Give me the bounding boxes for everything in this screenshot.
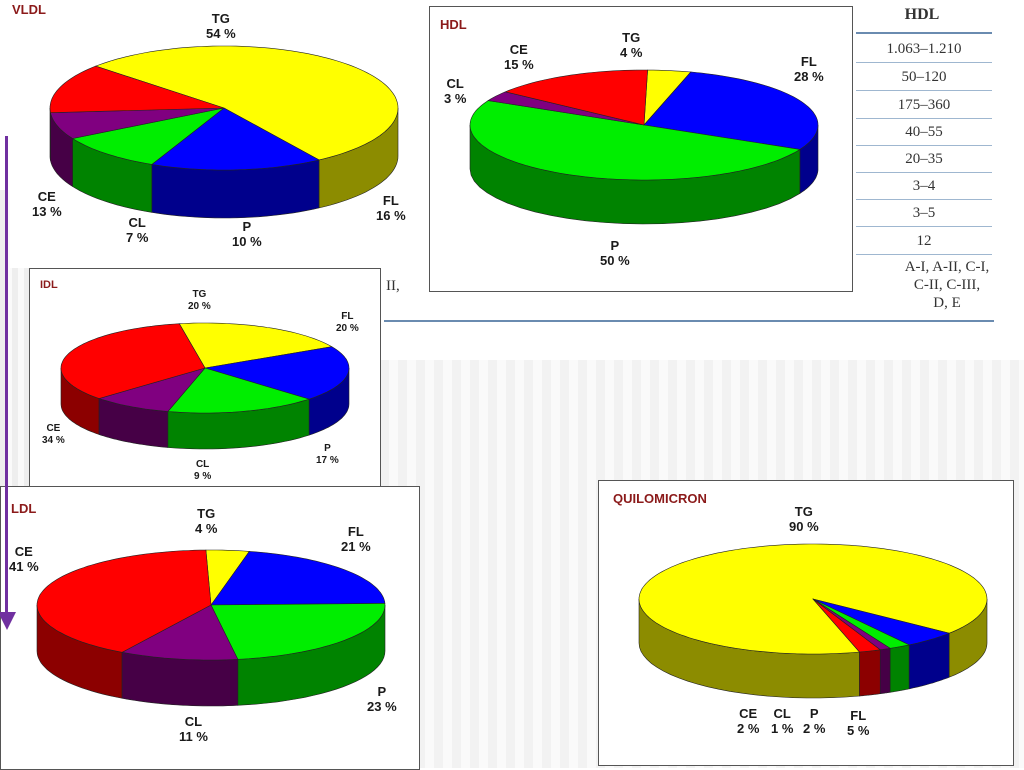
hdl-label-p: P 50 %	[600, 238, 630, 268]
hdl-pie-chart	[469, 69, 819, 225]
vldl-label-cl: CL 7 %	[126, 215, 149, 245]
idl-label-ce: CE 34 %	[42, 423, 65, 446]
apo-line: C-II, C-III,	[913, 277, 981, 293]
pie-slice-ce	[60, 323, 206, 399]
process-arrow-head	[0, 612, 16, 630]
table-fragment-text: II,	[386, 278, 400, 294]
ldl-label-cl: CL 11 %	[179, 714, 208, 744]
quilomicron-label-tg: TG 90 %	[789, 504, 819, 534]
table-cell: 3–4	[856, 173, 992, 200]
idl-label-tg: TG 20 %	[188, 289, 211, 312]
pie-slice-ce	[812, 598, 881, 653]
hdl-chart-title: HDL	[440, 17, 467, 32]
table-cell: 50–120	[856, 64, 992, 91]
quilomicron-pie-chart	[638, 543, 988, 699]
pie-slice-fl	[204, 346, 350, 400]
ldl-pie-chart	[36, 549, 386, 707]
table-cell: 175–360	[856, 92, 992, 119]
pie-slice-ce	[36, 549, 212, 653]
table-rule	[856, 32, 992, 34]
pie-side-ce	[859, 649, 881, 697]
pie-slice-fl	[643, 71, 819, 150]
ldl-chart-title: LDL	[11, 501, 37, 516]
vldl-chart-panel: VLDL TG 54 % FL 16 % P 10 % CL 7 % CE 13 %	[10, 0, 422, 268]
ldl-chart-panel: LDL TG 4 % FL 21 % P 23 % CL 11 % CE 41 %	[0, 486, 420, 770]
idl-pie-chart	[60, 322, 350, 450]
idl-chart-panel: IDL TG 20 % FL 20 % P 17 % CL 9 % CE 34 %	[29, 268, 381, 488]
pie-slice-cl	[98, 367, 206, 412]
idl-label-cl: CL 9 %	[194, 459, 212, 482]
quilomicron-label-ce: CE 2 %	[737, 706, 760, 736]
table-cell: 40–55	[856, 119, 992, 146]
hdl-chart-panel: HDL TG 4 % FL 28 % P 50 % CL 3 % CE 15 %	[429, 6, 853, 292]
vldl-chart-title: VLDL	[12, 2, 46, 17]
ldl-label-ce: CE 41 %	[9, 544, 39, 574]
pie-slice-fl	[812, 598, 951, 646]
apo-line: A-I, A-II, C-I,	[904, 259, 990, 275]
ldl-label-fl: FL 21 %	[341, 524, 371, 554]
vldl-pie-chart	[49, 45, 399, 219]
lipoprotein-table: HDL 1.063–1.210 50–120 175–360 40–55 20–…	[852, 0, 1002, 330]
vldl-label-p: P 10 %	[232, 219, 262, 249]
table-cell-apolipoproteins: A-I, A-II, C-I, C-II, C-III, D, E	[892, 258, 1002, 312]
pie-slice-p	[167, 367, 311, 414]
quilomicron-label-fl: FL 5 %	[847, 708, 870, 738]
table-cell: 12	[856, 228, 992, 255]
pie-slice-fl	[151, 107, 320, 171]
process-arrow-line	[5, 136, 8, 614]
pie-slice-tg	[178, 322, 333, 369]
hdl-label-fl: FL 28 %	[794, 54, 824, 84]
pie-slice-cl	[121, 604, 239, 661]
pie-side-p	[889, 644, 910, 693]
vldl-label-fl: FL 16 %	[376, 193, 406, 223]
idl-chart-title: IDL	[40, 279, 58, 291]
table-cell: 1.063–1.210	[856, 36, 992, 63]
pie-slice-cl	[487, 91, 645, 126]
ldl-label-tg: TG 4 %	[195, 506, 218, 536]
pie-slice-p	[71, 107, 225, 165]
idl-label-fl: FL 20 %	[336, 311, 359, 334]
table-header-hdl: HDL	[904, 6, 940, 23]
hdl-label-tg: TG 4 %	[620, 30, 643, 60]
table-cell: 20–35	[856, 146, 992, 173]
pie-slice-cl	[50, 107, 225, 139]
quilomicron-chart-title: QUILOMICRON	[613, 491, 707, 506]
pie-slice-tg	[643, 69, 692, 126]
pie-slice-p	[469, 100, 801, 181]
quilomicron-label-cl: CL 1 %	[771, 706, 794, 736]
pie-slice-tg	[205, 549, 250, 606]
hdl-label-ce: CE 15 %	[504, 42, 534, 72]
pie-slice-tg	[94, 45, 399, 161]
vldl-label-tg: TG 54 %	[206, 11, 236, 41]
hdl-label-cl: CL 3 %	[444, 76, 467, 106]
vldl-label-ce: CE 13 %	[32, 189, 62, 219]
table-cell: 3–5	[856, 200, 992, 227]
pie-slice-ce	[49, 65, 225, 114]
pie-slice-ce	[504, 69, 648, 126]
ldl-label-p: P 23 %	[367, 684, 397, 714]
idl-label-p: P 17 %	[316, 443, 339, 466]
pie-slice-fl	[210, 551, 386, 606]
pie-side-cl	[121, 651, 239, 707]
pie-side-cl	[879, 647, 891, 694]
pie-slice-p	[210, 603, 386, 660]
table-bottom-rule	[384, 320, 994, 322]
apo-line: D, E	[933, 295, 961, 311]
